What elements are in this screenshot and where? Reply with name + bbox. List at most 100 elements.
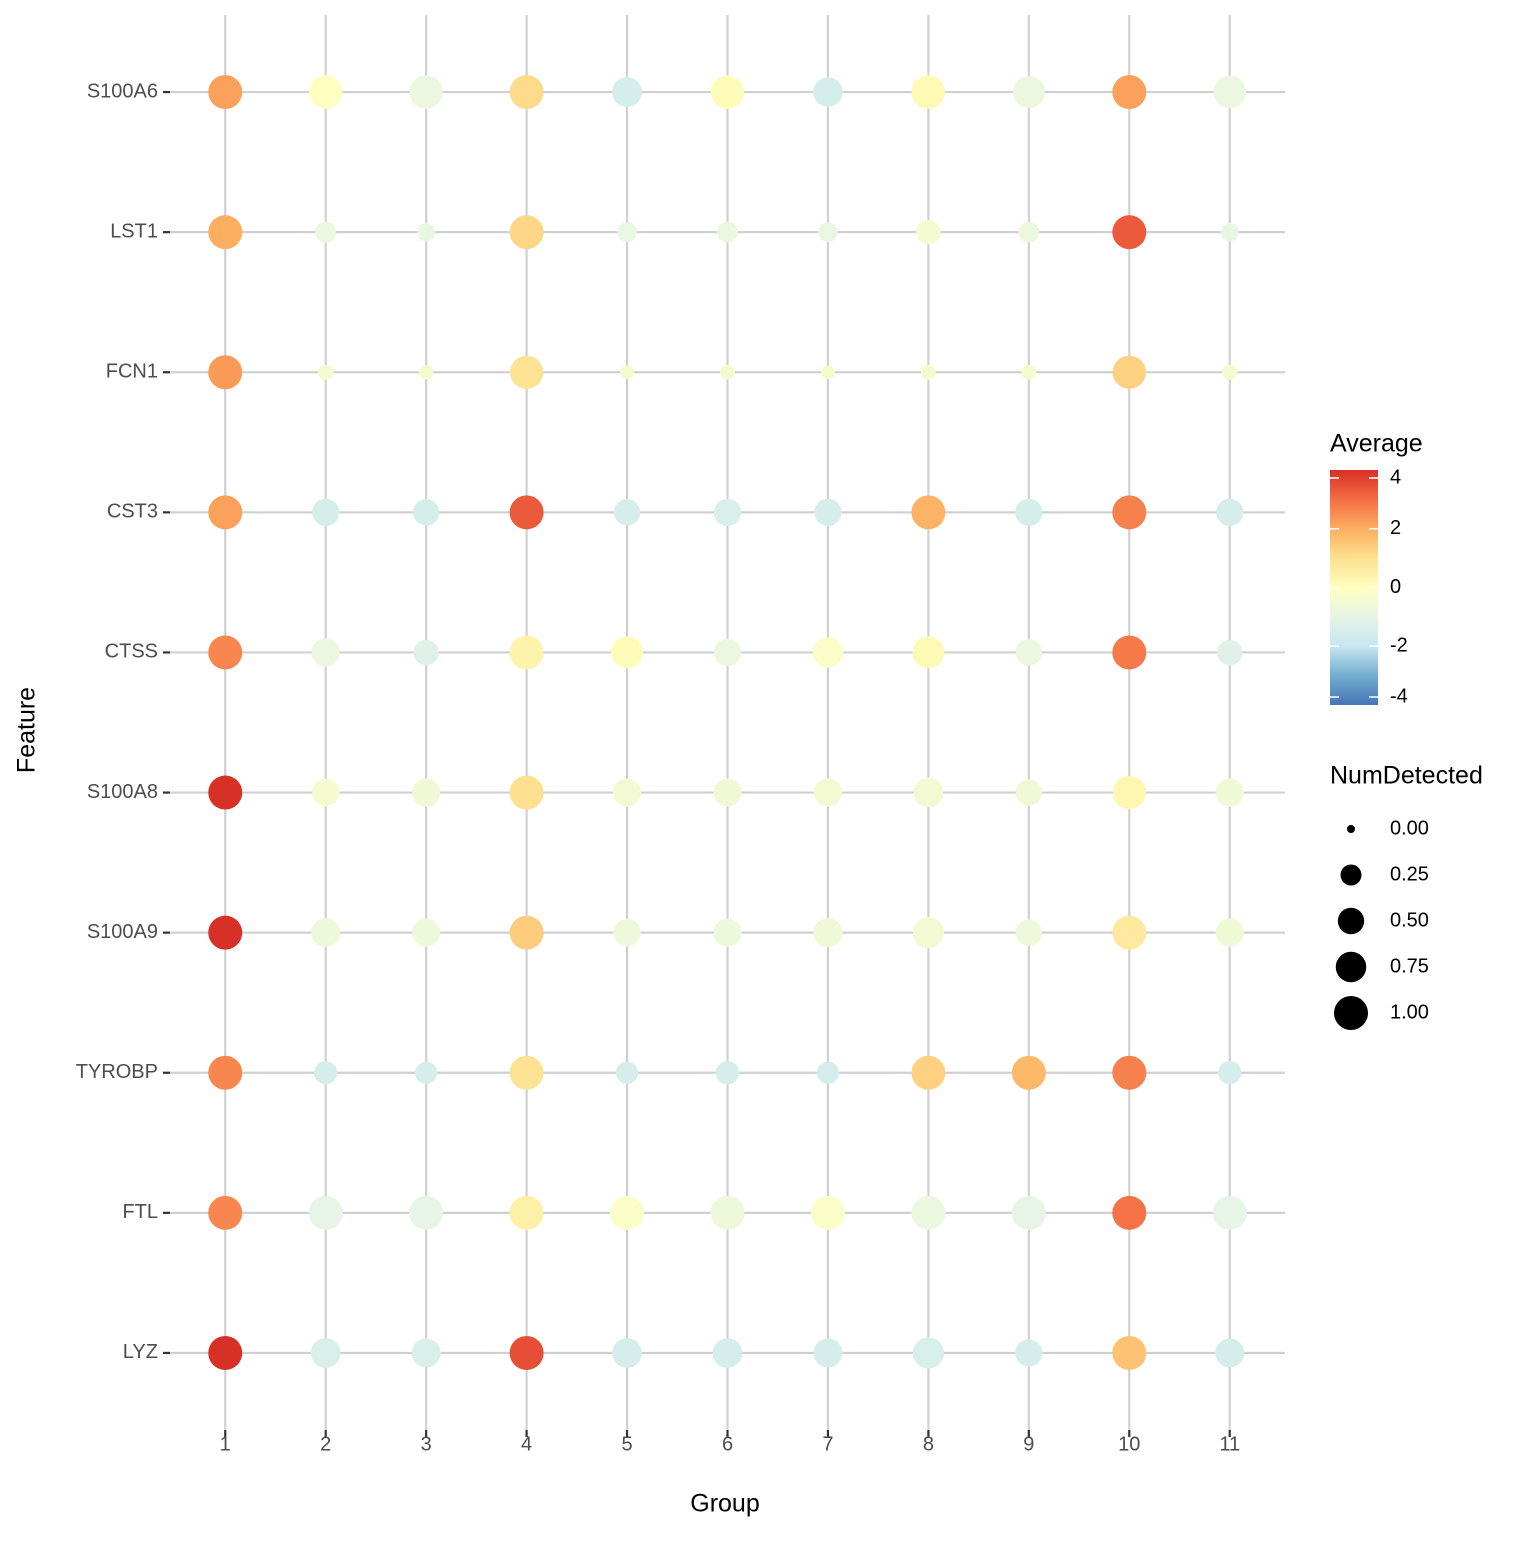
- color-tick-label: 0: [1390, 576, 1401, 598]
- dot: [411, 1338, 441, 1368]
- dot: [1222, 364, 1238, 380]
- dot: [713, 638, 742, 667]
- y-tick-label: S100A8: [87, 781, 158, 803]
- dot: [912, 1337, 945, 1369]
- x-axis-title: Group: [690, 1490, 759, 1518]
- y-tick-label: S100A9: [87, 921, 158, 943]
- dot: [1112, 495, 1147, 530]
- dot: [1112, 915, 1147, 950]
- dot: [613, 499, 641, 526]
- dot: [312, 498, 340, 526]
- dot: [418, 365, 434, 380]
- x-tick-label: 8: [923, 1433, 934, 1455]
- dot: [1112, 1195, 1147, 1230]
- dot: [818, 222, 838, 242]
- size-legend-title: NumDetected: [1330, 762, 1483, 790]
- dot: [412, 499, 440, 526]
- dot: [912, 636, 945, 669]
- dot: [814, 498, 842, 526]
- dot: [611, 636, 644, 669]
- dot: [412, 778, 441, 807]
- x-tick-label: 11: [1219, 1433, 1240, 1455]
- dot: [417, 223, 436, 242]
- dot: [509, 215, 544, 250]
- dot: [712, 1338, 743, 1368]
- dot: [620, 365, 634, 380]
- dot: [810, 1195, 845, 1230]
- dot: [1217, 639, 1243, 666]
- dot: [1112, 1055, 1147, 1090]
- dot: [1015, 498, 1043, 526]
- dot: [813, 778, 843, 807]
- dot: [311, 638, 340, 667]
- size-legend-dot: [1337, 907, 1365, 935]
- dot: [913, 777, 944, 808]
- dot: [509, 1055, 544, 1090]
- y-tick-label: LYZ: [123, 1341, 158, 1363]
- dot: [821, 365, 835, 380]
- x-tick-label: 5: [621, 1433, 632, 1455]
- color-tick-label: -2: [1390, 635, 1408, 657]
- x-tick-label: 2: [320, 1433, 331, 1455]
- dot: [509, 915, 544, 950]
- dot: [813, 1338, 843, 1368]
- dot: [1215, 918, 1244, 947]
- x-tick-label: 9: [1023, 1433, 1034, 1455]
- x-tick-label: 10: [1118, 1433, 1140, 1455]
- size-legend-label: 0.00: [1390, 817, 1429, 839]
- dot: [1220, 223, 1239, 242]
- dot: [715, 1061, 740, 1085]
- dot: [318, 364, 334, 380]
- dot: [208, 75, 243, 110]
- y-tick-label: S100A6: [87, 80, 158, 102]
- y-tick-label: CTSS: [105, 641, 158, 663]
- size-legend-label: 0.25: [1390, 863, 1429, 885]
- dot: [1212, 1195, 1247, 1230]
- dot: [1215, 778, 1244, 807]
- color-legend-title: Average: [1330, 430, 1423, 458]
- dot: [1015, 919, 1043, 946]
- dot: [315, 221, 337, 243]
- dot: [916, 219, 941, 245]
- y-tick-label: FTL: [122, 1201, 158, 1223]
- dot: [1015, 639, 1043, 666]
- dot: [1018, 221, 1040, 243]
- dot: [1021, 364, 1037, 380]
- dot: [1112, 75, 1147, 110]
- size-legend-dot: [1340, 864, 1362, 886]
- dot: [409, 1195, 444, 1230]
- color-tick-label: 2: [1390, 517, 1401, 539]
- dot: [208, 215, 243, 250]
- dot: [309, 75, 343, 109]
- dot: [409, 75, 443, 109]
- dot: [610, 1195, 645, 1230]
- dot: [208, 635, 243, 670]
- dot: [920, 364, 936, 380]
- color-tick-label: 4: [1390, 466, 1401, 488]
- y-axis-title: Feature: [13, 687, 41, 773]
- dot: [812, 637, 844, 668]
- dot: [1216, 498, 1244, 526]
- dot: [813, 918, 843, 948]
- dot: [717, 221, 738, 243]
- size-legend-label: 0.75: [1390, 955, 1429, 977]
- dot: [509, 75, 544, 110]
- dot: [911, 495, 946, 530]
- dot: [208, 775, 243, 810]
- dot: [509, 1195, 544, 1230]
- x-tick-label: 3: [421, 1433, 432, 1455]
- dot: [1215, 1338, 1245, 1368]
- dot: [509, 355, 544, 389]
- dot: [208, 1055, 243, 1090]
- dot: [208, 355, 243, 390]
- dot: [312, 778, 340, 807]
- y-tick-label: LST1: [110, 220, 158, 242]
- dot: [1218, 1061, 1242, 1085]
- x-tick-label: 4: [521, 1433, 532, 1455]
- dot: [1112, 775, 1146, 810]
- dot: [710, 1195, 745, 1230]
- dot: [710, 75, 745, 109]
- dot: [720, 364, 735, 380]
